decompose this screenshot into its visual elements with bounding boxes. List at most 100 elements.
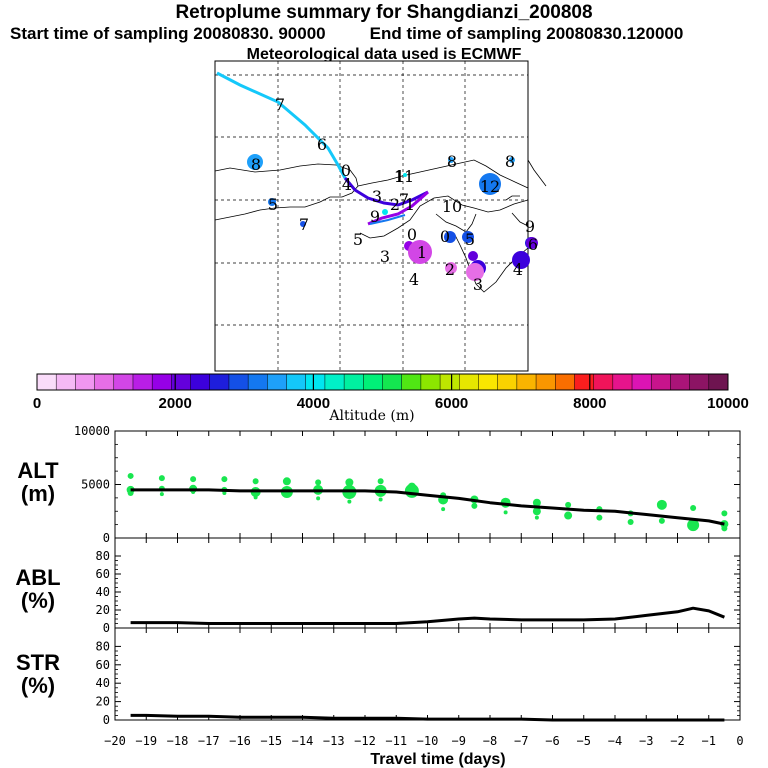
panel-alt: 0 5000 10000 ALT(m) [17, 424, 741, 545]
colorbar-segment [516, 374, 537, 390]
plume-blob [466, 263, 484, 281]
colorbar-segment [536, 374, 556, 390]
x-tick-label: −17 [198, 734, 220, 748]
altitude-sample-point [190, 476, 197, 483]
colorbar-segment [305, 374, 326, 390]
x-tick-label: −5 [577, 734, 591, 748]
trajectory-branch [369, 214, 406, 225]
plume-blob [445, 262, 457, 274]
altitude-sample-point [564, 511, 573, 520]
y-tick-label: 5000 [81, 478, 110, 492]
colorbar-segment [382, 374, 403, 390]
altitude-sample-point [721, 525, 728, 532]
trajectory-number: 1 [417, 243, 427, 262]
x-tick-label: −12 [354, 734, 376, 748]
colorbar-segment [171, 374, 192, 390]
trajectory-number: 1 [405, 195, 415, 214]
x-tick-label: −4 [608, 734, 622, 748]
panel-unit: (%) [21, 673, 55, 698]
x-tick-label: −6 [545, 734, 559, 748]
colorbar-tick-label: 0 [33, 395, 41, 412]
x-tick-label: −8 [483, 734, 497, 748]
trajectory-number: 6 [317, 135, 327, 154]
colorbar-segment [401, 374, 422, 390]
x-axis: −20 −19 −18 −17 −16 −15 −14 −13 −12 −11 −10 −9 −8 −7−… [104, 734, 743, 768]
trajectory-number: 6 [528, 235, 538, 254]
plume-blob [479, 173, 501, 195]
sampling-times: Start time of sampling 20080830. 90000 En… [0, 24, 683, 44]
plume-blob [468, 251, 478, 261]
panel-unit: (%) [21, 588, 55, 613]
mean-line-alt [130, 488, 725, 526]
altitude-sample-point [252, 478, 259, 485]
altitude-sample-point [627, 518, 634, 525]
y-tick-label: 10000 [74, 424, 110, 438]
plume-blob [247, 154, 263, 170]
plume-blob [408, 240, 432, 264]
y-tick-label: 20 [96, 695, 110, 709]
x-tick-label: −7 [514, 734, 528, 748]
y-tick-label: 0 [103, 531, 110, 545]
mean-line-abl [130, 606, 725, 625]
trajectory-number: 12 [480, 177, 500, 196]
altitude-sample-point [127, 490, 134, 497]
altitude-sample-point [687, 519, 700, 532]
trajectory-number: 0 [407, 225, 417, 244]
panel-frame [114, 430, 741, 539]
trajectory-upper [216, 71, 347, 179]
colorbar-segment [363, 374, 383, 390]
colorbar-segment [632, 374, 652, 390]
x-axis-label: Travel time (days) [370, 751, 505, 768]
colorbar-segment [670, 374, 691, 390]
plume-blob [382, 209, 388, 215]
plume-blob [448, 157, 454, 163]
trajectory-number: 0 [341, 161, 351, 180]
colorbar-segment [420, 374, 441, 390]
trajectory-number: 4 [342, 175, 352, 194]
colorbar-segment [248, 374, 268, 390]
trajectory-number: 4 [409, 270, 419, 289]
trajectory-number: 8 [447, 152, 457, 171]
altitude-sample-point [377, 478, 384, 485]
altitude-sample-point [471, 502, 478, 509]
trajectory-number: 4 [513, 260, 523, 279]
y-tick-label: 40 [96, 585, 110, 599]
colorbar-frame [36, 373, 729, 391]
altitude-colorbar: 0 2000 4000 6000 8000 10000 Altitude (m) [33, 373, 749, 424]
trajectory-number: 7 [275, 95, 285, 114]
colorbar-segment [94, 374, 115, 390]
colorbar-tick-label: 4000 [297, 395, 330, 412]
panel-str: 0 20 40 60 80 STR(%) [16, 627, 741, 727]
met-data-source: Meteorological data used is ECMWF [246, 46, 522, 63]
colorbar-tick-label: 2000 [159, 395, 192, 412]
x-tick-label: −15 [260, 734, 282, 748]
map-frame [214, 60, 529, 372]
x-tick-label: −10 [417, 734, 439, 748]
colorbar-segment [286, 374, 307, 390]
x-tick-label: −9 [452, 734, 466, 748]
colorbar-segment [113, 374, 134, 390]
x-tick-label: −2 [670, 734, 684, 748]
colorbar-segment [651, 374, 671, 390]
plume-blob [300, 221, 306, 227]
x-tick-label: −18 [167, 734, 189, 748]
altitude-sample-point [221, 476, 228, 483]
colorbar-tick-label: 10000 [707, 395, 749, 412]
x-tick-label: −14 [292, 734, 314, 748]
y-tick-label: 80 [96, 549, 110, 563]
colorbar-segment [555, 374, 575, 390]
colorbar-segment [612, 374, 633, 390]
x-tick-label: −19 [135, 734, 157, 748]
altitude-sample-point [127, 472, 134, 479]
trajectory-number: 11 [394, 167, 414, 186]
trajectory-mid [343, 177, 429, 207]
trajectory-number: 5 [353, 230, 363, 249]
trajectory-number: 5 [465, 230, 475, 249]
y-tick-label: 40 [96, 676, 110, 690]
altitude-sample-point [721, 510, 728, 517]
altitude-sample-point [503, 510, 508, 515]
altitude-sample-point [158, 475, 165, 482]
colorbar-segment [593, 374, 614, 390]
